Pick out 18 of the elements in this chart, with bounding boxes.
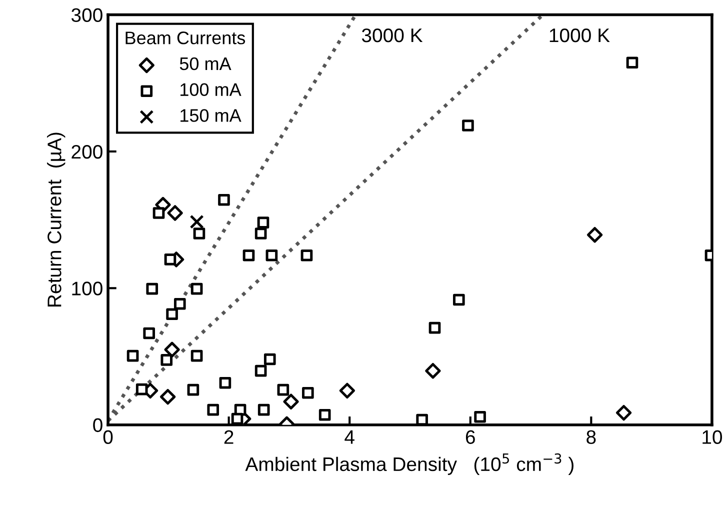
x-tick-label: 2 <box>224 430 234 444</box>
series-label: 3000 K <box>362 28 423 42</box>
x-tick-label: 4 <box>344 430 354 444</box>
x-tick-label: 8 <box>586 430 596 444</box>
legend-label: 150 mA <box>180 109 242 122</box>
y-tick-label: 200 <box>72 144 102 159</box>
legend-title: Beam Currents <box>126 32 246 44</box>
series-label: 1000 K <box>550 28 610 42</box>
y-tick-label: 300 <box>71 8 102 22</box>
legend-label: 50 mA <box>180 57 232 70</box>
y-tick-label: 0 <box>93 418 102 432</box>
x-tick-label: 10 <box>702 430 722 444</box>
y-tick-label: 100 <box>72 282 102 296</box>
x-tick-label: 0 <box>103 430 113 444</box>
legend-label: 100 mA <box>180 83 242 96</box>
x-axis-title: Ambient Plasma Density (10$^{5}$ cm$^{−3}$ ) <box>245 453 574 475</box>
x-tick-label: 6 <box>466 430 475 444</box>
y-axis-title: Return Current (µA) <box>47 132 66 306</box>
